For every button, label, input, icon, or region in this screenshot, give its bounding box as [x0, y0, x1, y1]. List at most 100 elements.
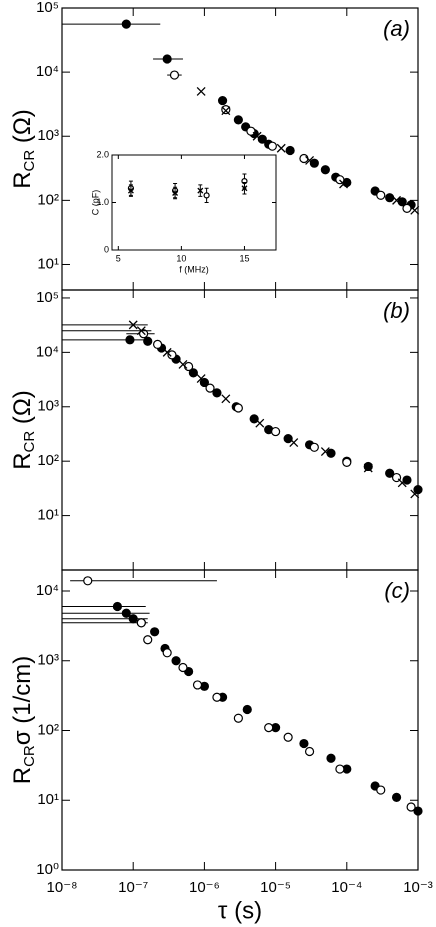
cross-marker	[320, 447, 330, 457]
cross-marker	[172, 190, 179, 196]
open-marker	[309, 442, 319, 452]
filled-marker	[212, 388, 222, 398]
filled-marker	[112, 601, 123, 612]
filled-marker	[402, 475, 412, 485]
cross-marker	[162, 347, 172, 357]
filled-marker	[150, 627, 160, 637]
y-tick-label: 10¹	[37, 507, 59, 524]
open-marker	[335, 764, 345, 774]
cross-marker	[241, 185, 248, 192]
filled-marker	[128, 614, 138, 624]
open-marker	[304, 746, 315, 757]
open-marker	[233, 713, 243, 723]
open-marker	[203, 192, 210, 199]
panel-label: (a)	[383, 16, 410, 41]
y-tick-label: 10¹	[37, 791, 59, 808]
y-tick-label: 10⁰	[36, 861, 59, 878]
y-tick-label: 10¹	[37, 255, 59, 272]
cross-marker	[339, 179, 349, 189]
open-marker	[152, 339, 163, 350]
x-tick-label: 10⁻⁶	[189, 879, 220, 896]
y-axis-label-sub: CR	[21, 745, 38, 767]
plot-frame	[61, 569, 419, 871]
open-marker	[246, 126, 256, 136]
filled-marker	[285, 145, 295, 156]
y-axis-label-part: R	[9, 171, 36, 188]
y-tick-label: 10²	[37, 452, 59, 469]
y-axis-label: RCRσ (1/cm)	[9, 656, 38, 785]
panel-label: (b)	[383, 298, 410, 323]
y-tick-label: 10³	[37, 398, 59, 415]
filled-marker	[121, 608, 131, 618]
filled-marker	[188, 368, 198, 378]
cross-marker	[221, 394, 231, 404]
cross-marker	[276, 143, 286, 153]
x-tick-label: 10	[176, 253, 186, 263]
inset-background	[112, 155, 276, 250]
y-axis-label-part: R	[9, 452, 36, 469]
open-marker	[271, 426, 281, 437]
open-marker	[143, 635, 153, 645]
y-tick-label: 10⁴	[36, 582, 59, 599]
filled-marker	[171, 656, 181, 666]
open-marker	[283, 732, 293, 742]
open-marker	[264, 723, 274, 733]
filled-marker	[385, 193, 395, 203]
cross-marker	[363, 463, 373, 473]
cross-marker	[289, 438, 299, 448]
open-marker	[136, 618, 146, 628]
filled-marker	[125, 335, 135, 345]
open-marker	[267, 141, 277, 151]
filled-marker	[326, 448, 336, 458]
cross-marker	[221, 106, 231, 116]
filled-marker	[242, 704, 252, 715]
y-axis-label-part: R	[9, 767, 36, 784]
filled-marker	[121, 19, 131, 29]
open-marker	[406, 802, 416, 812]
cross-marker	[197, 187, 204, 194]
y-tick-label: 10³	[37, 127, 59, 144]
cross-marker	[252, 131, 262, 141]
x-tick-label: 10⁻⁴	[331, 879, 362, 896]
panel-label: (c)	[384, 578, 410, 603]
open-marker	[83, 576, 93, 586]
open-marker	[212, 692, 222, 702]
open-marker	[169, 70, 180, 80]
y-axis-label-part: (Ω)	[9, 109, 36, 150]
open-marker	[162, 648, 172, 658]
y-axis-label-sub: CR	[21, 431, 38, 453]
x-tick-label: 15	[239, 253, 249, 263]
x-tick-label: 10⁻⁷	[118, 879, 148, 896]
y-tick-label: 10⁵	[36, 289, 59, 306]
filled-marker	[283, 434, 293, 444]
y-axis-label-part: (Ω)	[9, 390, 36, 431]
open-marker	[205, 383, 215, 393]
y-tick-label: 2.0	[96, 149, 109, 159]
y-axis-label: RCR (Ω)	[9, 390, 38, 470]
filled-marker	[299, 738, 309, 749]
x-tick-label: 10⁻⁵	[260, 879, 291, 896]
y-tick-label: 10⁴	[36, 63, 59, 80]
cross-marker	[410, 205, 420, 215]
cross-marker	[392, 195, 402, 205]
x-axis-label: τ (s)	[218, 897, 262, 924]
cross-marker	[410, 489, 420, 499]
x-tick-label: 5	[116, 253, 121, 263]
open-marker	[192, 680, 203, 690]
x-tick-label: 10⁻³	[403, 879, 433, 896]
open-marker	[167, 350, 177, 360]
plot-frame	[61, 289, 419, 571]
filled-marker	[326, 753, 336, 763]
filled-marker	[363, 461, 373, 472]
cross-marker	[397, 478, 407, 488]
y-axis-label-sub: CR	[21, 150, 38, 172]
filled-marker	[385, 468, 395, 478]
cross-marker	[128, 320, 138, 330]
y-axis-label-part: σ (1/cm)	[9, 656, 36, 745]
open-marker	[233, 403, 243, 413]
filled-marker	[143, 336, 153, 346]
cross-marker	[136, 326, 146, 336]
y-tick-label: 10²	[37, 721, 59, 738]
x-tick-label: 10⁻⁸	[47, 879, 78, 896]
